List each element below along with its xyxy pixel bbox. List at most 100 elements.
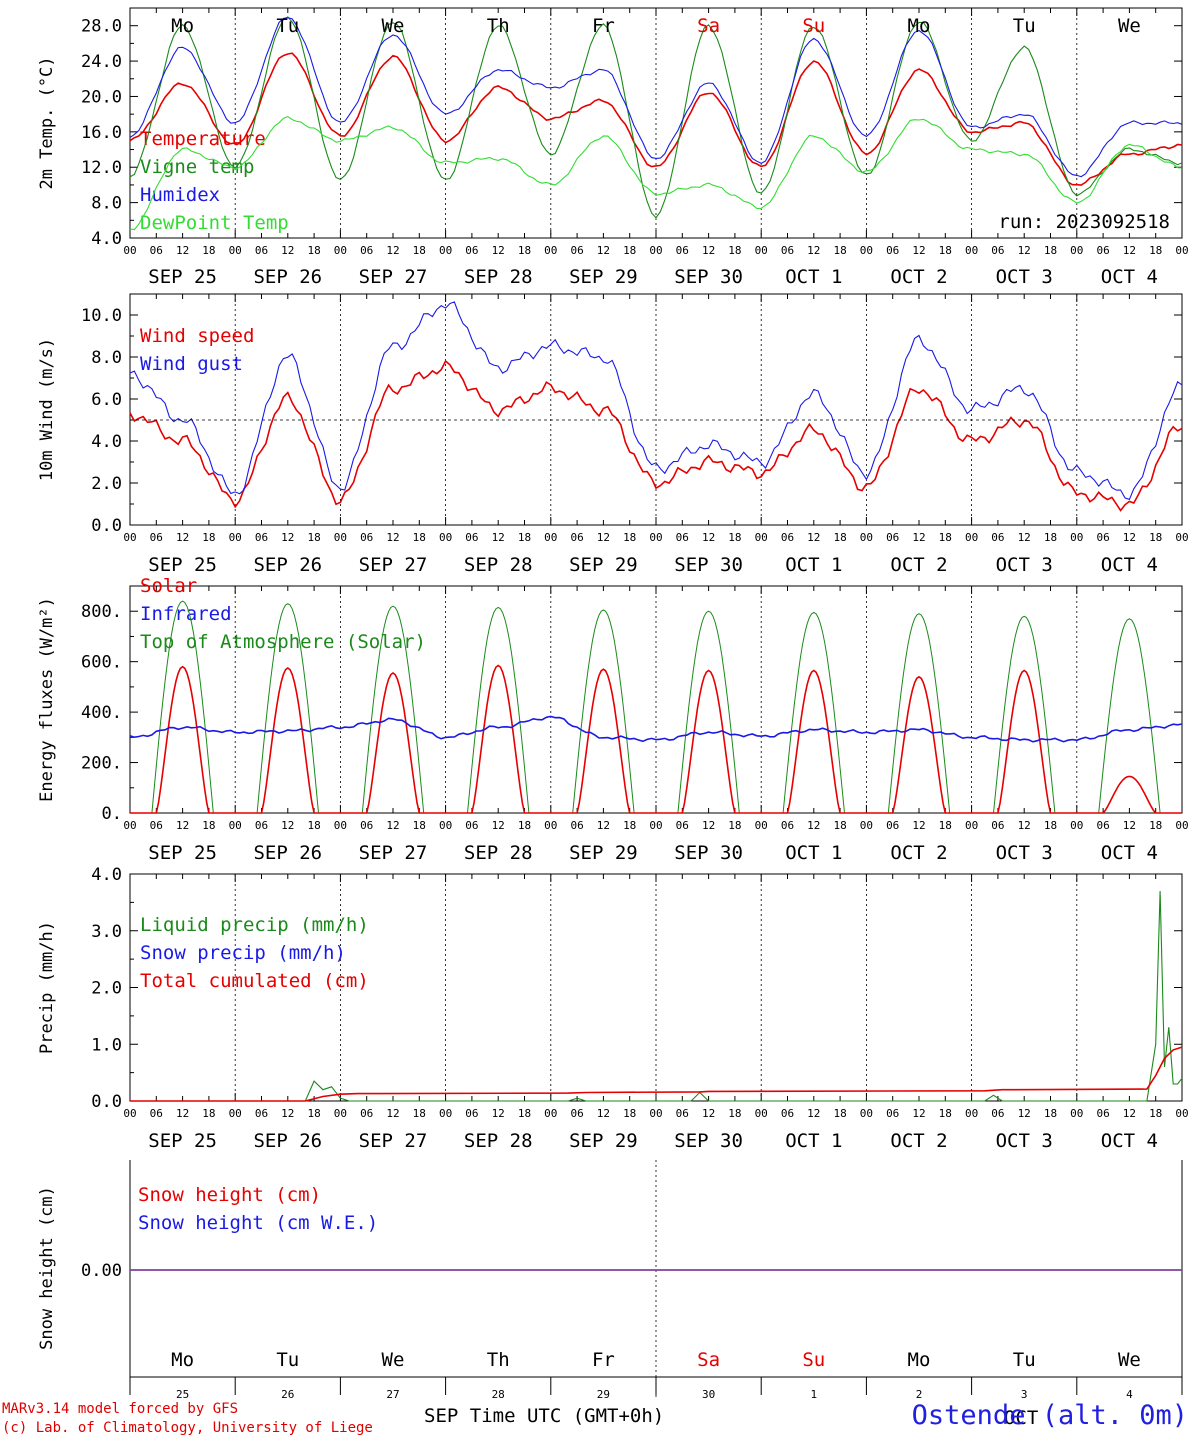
hour-tick-label: 00 [649,531,662,544]
hour-tick-label: 12 [176,244,189,257]
date-label: SEP 30 [674,554,743,576]
hour-tick-label: 12 [807,531,820,544]
hour-tick-label: 18 [833,1107,846,1120]
model-credit: MARv3.14 model forced by GFS [2,1401,239,1417]
hour-tick-label: 00 [965,819,978,832]
date-label: SEP 26 [253,266,322,288]
y-tick-label: 200. [81,754,122,774]
weekday-label: We [382,15,405,37]
weekday-label: Sa [697,1349,720,1371]
legend-entry: DewPoint Temp [140,212,289,234]
panel-5: 0.00 Snow height (cm) Snow height (cm) Snow… [37,1160,1183,1401]
hour-tick-label: 00 [334,1107,347,1120]
hour-tick-label: 12 [702,244,715,257]
hour-tick-label: 18 [939,819,952,832]
hour-tick-label: 06 [150,244,163,257]
hour-tick-label: 12 [1018,819,1031,832]
hour-tick-label: 00 [860,1107,873,1120]
hour-tick-label: 00 [1070,819,1083,832]
solar-line [130,664,1182,814]
hour-tick-label: 12 [807,244,820,257]
weekday-label: We [1118,1349,1141,1371]
hour-tick-label: 18 [307,1107,320,1120]
hour-tick-label: 18 [939,1107,952,1120]
hour-tick-label: 06 [781,819,794,832]
panel-1: 00 06 12 18 00 06 12 18 00 06 12 18 00 06 12 18 00 06 12 18… [37,7,1189,288]
hour-tick-label: 12 [597,531,610,544]
hour-tick-label: 00 [965,244,978,257]
y-tick-label: 6.0 [91,390,122,410]
series-line [130,1046,1183,1102]
weekday-label: Tu [1013,1349,1036,1371]
date-label: SEP 25 [148,842,217,864]
hour-tick-label: 06 [991,1107,1004,1120]
hour-tick-label: 18 [833,819,846,832]
weekday-label: Su [802,15,825,37]
station-name: Ostende (alt. 0m) [911,1400,1188,1431]
hour-tick-label: 12 [386,819,399,832]
date-label: OCT 1 [785,266,842,288]
y-axis-label: 10m Wind (m/s) [37,338,57,481]
hour-tick-label: 18 [202,531,215,544]
hour-tick-label: 00 [439,244,452,257]
hour-tick-label: 00 [544,244,557,257]
hour-tick-label: 18 [413,244,426,257]
hour-tick-label: 06 [886,244,899,257]
hour-tick-label: 06 [255,1107,268,1120]
hour-tick-label: 00 [439,531,452,544]
hour-tick-label: 18 [1044,819,1057,832]
hour-tick-label: 12 [912,531,925,544]
hour-tick-label: 12 [281,244,294,257]
date-label: SEP 27 [359,1130,428,1152]
date-label: OCT 4 [1101,266,1158,288]
hour-tick-label: 06 [1096,531,1109,544]
hour-tick-label: 00 [229,1107,242,1120]
y-tick-label: 28.0 [81,17,122,37]
hour-tick-label: 18 [728,1107,741,1120]
hour-tick-label: 00 [544,819,557,832]
date-label: SEP 28 [464,842,533,864]
date-label: SEP 25 [148,554,217,576]
meteogram-chart: 00 06 12 18 00 06 12 18 00 06 12 18 00 06 12 18 00 06 12 18… [37,7,1189,1401]
hour-tick-label: 00 [1175,244,1188,257]
hour-tick-label: 00 [755,1107,768,1120]
hour-tick-label: 18 [518,819,531,832]
hour-tick-label: 12 [597,1107,610,1120]
series-line [129,115,1183,231]
hour-tick-label: 06 [150,819,163,832]
hour-tick-label: 18 [623,244,636,257]
hour-tick-label: 12 [1123,531,1136,544]
hour-tick-label: 06 [781,244,794,257]
weekday-label: Fr [592,1349,615,1371]
date-label: SEP 26 [253,1130,322,1152]
date-label: OCT 2 [890,842,947,864]
hour-tick-label: 18 [728,531,741,544]
hour-tick-label: 00 [544,531,557,544]
weekday-label: Tu [276,15,299,37]
y-tick-label: 600. [81,653,122,673]
date-label: SEP 29 [569,1130,638,1152]
hour-tick-label: 18 [202,1107,215,1120]
hour-tick-label: 06 [255,244,268,257]
axis-title-text: Time UTC (GMT+0h) [469,1405,665,1427]
time-axis-title: SEP Time UTC (GMT+0h) [424,1405,664,1427]
date-label: SEP 29 [569,554,638,576]
hour-tick-label: 12 [912,1107,925,1120]
date-label: OCT 1 [785,842,842,864]
hour-tick-label: 00 [334,244,347,257]
hour-tick-label: 12 [807,1107,820,1120]
run-annotation: run: 2023092518 [998,211,1170,233]
hour-tick-label: 06 [886,819,899,832]
y-tick-label: 400. [81,703,122,723]
hour-tick-label: 06 [360,531,373,544]
hour-tick-label: 00 [965,1107,978,1120]
hour-tick-label: 12 [492,819,505,832]
hour-tick-label: 06 [991,244,1004,257]
hour-tick-label: 18 [939,244,952,257]
weekday-label: Mo [908,15,931,37]
hour-tick-label: 00 [755,531,768,544]
hour-tick-label: 00 [649,1107,662,1120]
hour-tick-label: 12 [386,531,399,544]
hour-tick-label: 00 [649,244,662,257]
date-label: OCT 4 [1101,554,1158,576]
